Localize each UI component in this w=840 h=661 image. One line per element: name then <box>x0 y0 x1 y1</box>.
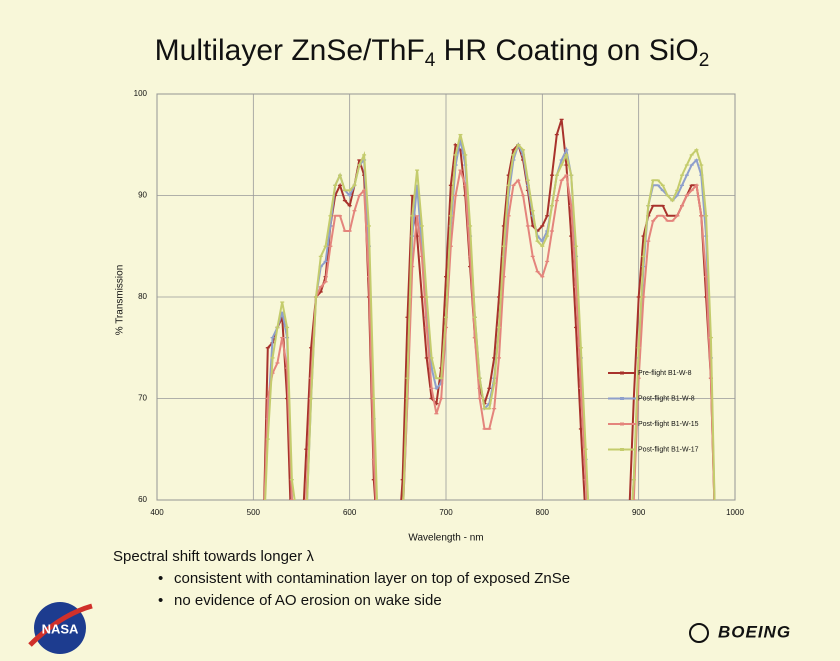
bullet: • <box>158 570 163 587</box>
x-tick-label: 400 <box>150 508 164 517</box>
note-bullet: consistent with contamination layer on t… <box>174 570 570 587</box>
x-axis-label: Wavelength - nm <box>408 533 483 544</box>
legend-label: Post-flight B1-W-8 <box>638 395 695 402</box>
x-tick-label: 800 <box>536 508 550 517</box>
x-tick-label: 1000 <box>726 508 744 517</box>
series-line <box>264 134 716 500</box>
title-text: Multilayer ZnSe/ThF <box>155 34 425 67</box>
note-bullet: no evidence of AO erosion on wake side <box>174 592 442 609</box>
chart: 60 70 80 90 100 400 500 600 700 800 900 1000 Wavelen… <box>115 89 745 544</box>
x-tick-label: 900 <box>632 508 646 517</box>
y-tick-label: 80 <box>138 292 147 301</box>
logo-text: NASA <box>42 621 79 636</box>
legend-label: Pre-flight B1-W-8 <box>638 370 692 377</box>
bullet: • <box>158 592 163 609</box>
logo-text: BOEING <box>718 622 791 641</box>
y-tick-label: 100 <box>134 89 148 98</box>
logo-swoosh <box>28 603 93 647</box>
notes-heading: Spectral shift towards longer λ <box>113 548 314 565</box>
x-tick-label: 600 <box>343 508 357 517</box>
title-text: HR Coating on SiO <box>435 34 698 67</box>
boeing-logo: BOEING <box>689 622 791 643</box>
series-line <box>263 119 716 500</box>
legend-label: Post-flight B1-W-15 <box>638 421 699 428</box>
series-group <box>263 118 716 500</box>
y-tick-label: 70 <box>138 394 147 403</box>
slide-title: Multilayer ZnSe/ThF4 HR Coating on SiO2 <box>155 34 710 71</box>
x-tick-label: 700 <box>439 508 453 517</box>
title-subscript: 2 <box>699 50 710 71</box>
y-axis-label: % Transmission <box>115 265 126 336</box>
x-tick-label: 500 <box>247 508 261 517</box>
legend-label: Post-flight B1-W-17 <box>638 446 699 453</box>
title-subscript: 4 <box>425 50 436 71</box>
nasa-logo: NASA <box>28 602 93 654</box>
logo-ring <box>689 623 709 643</box>
y-tick-label: 60 <box>138 495 147 504</box>
y-tick-label: 90 <box>138 191 147 200</box>
series-line <box>263 139 716 500</box>
